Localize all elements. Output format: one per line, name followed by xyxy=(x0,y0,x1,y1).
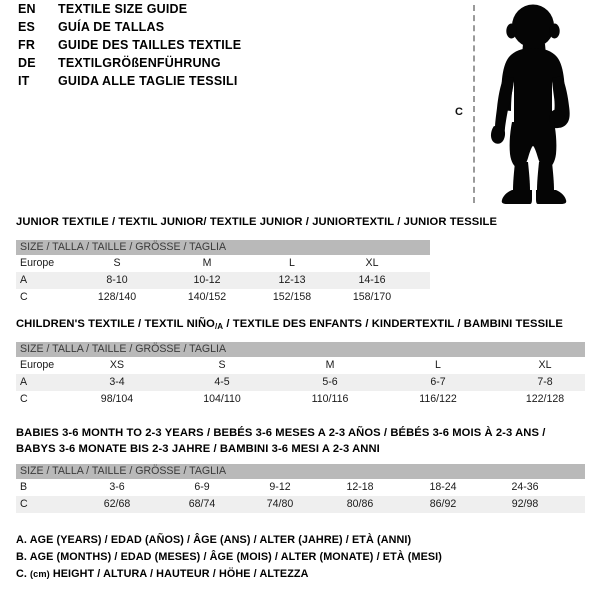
table-cell: 80/86 xyxy=(346,498,374,510)
language-title-block: EN TEXTILE SIZE GUIDE ES GUÍA DE TALLAS … xyxy=(0,0,440,90)
children-title-post: / TEXTILE DES ENFANTS / KINDERTEXTIL / B… xyxy=(223,318,563,330)
table-cell: 18-24 xyxy=(429,481,457,493)
table-row: A 3-4 4-5 5-6 6-7 7-8 xyxy=(16,374,585,391)
legend-row-c: C. (cm) HEIGHT / ALTURA / HAUTEUR / HÖHE /… xyxy=(16,566,442,583)
table-cell: 9-12 xyxy=(269,481,291,493)
junior-column-header-label: SIZE / TALLA / TAILLE / GRÖSSE / TAGLIA xyxy=(20,241,227,253)
row-label: C xyxy=(20,393,28,405)
legend-block: A. AGE (YEARS) / EDAD (AÑOS) / ÂGE (ANS)… xyxy=(16,532,442,583)
language-code-de: DE xyxy=(18,56,36,70)
children-size-table: SIZE / TALLA / TAILLE / GRÖSSE / TAGLIA … xyxy=(16,342,585,408)
table-cell: 4-5 xyxy=(214,376,230,388)
children-title-pre: CHILDREN'S TEXTILE / TEXTIL NIÑO xyxy=(16,318,215,330)
babies-column-header-label: SIZE / TALLA / TAILLE / GRÖSSE / TAGLIA xyxy=(20,465,227,477)
babies-column-header-bar: SIZE / TALLA / TAILLE / GRÖSSE / TAGLIA xyxy=(16,464,585,479)
table-cell: 5-6 xyxy=(322,376,338,388)
babies-section-title-line2: BABYS 3-6 MONATE BIS 2-3 JAHRE / BAMBINI… xyxy=(16,443,380,455)
table-cell: 122/128 xyxy=(525,393,565,405)
language-code-it: IT xyxy=(18,74,30,88)
language-title-de: TEXTILGRÖßENFÜHRUNG xyxy=(58,56,221,70)
row-label: Europe xyxy=(20,359,55,371)
table-cell: 62/68 xyxy=(103,498,131,510)
table-cell: 7-8 xyxy=(537,376,553,388)
junior-section-title: JUNIOR TEXTILE / TEXTIL JUNIOR/ TEXTILE … xyxy=(16,216,498,228)
legend-c-text: HEIGHT / ALTURA / HAUTEUR / HÖHE / ALTEZ… xyxy=(52,568,309,580)
table-cell: 12-18 xyxy=(346,481,374,493)
table-cell: 10-12 xyxy=(193,274,221,286)
table-cell: 140/152 xyxy=(187,291,227,303)
language-code-fr: FR xyxy=(18,38,36,52)
table-cell: XS xyxy=(109,359,125,371)
children-column-header-label: SIZE / TALLA / TAILLE / GRÖSSE / TAGLIA xyxy=(20,343,227,355)
table-cell: 12-13 xyxy=(278,274,306,286)
table-cell: M xyxy=(325,359,335,371)
children-section-title: CHILDREN'S TEXTILE / TEXTIL NIÑO/A / TEX… xyxy=(16,318,563,331)
children-column-header-bar: SIZE / TALLA / TAILLE / GRÖSSE / TAGLIA xyxy=(16,342,585,357)
table-row: C 128/140 140/152 152/158 158/170 xyxy=(16,289,430,306)
language-row: EN TEXTILE SIZE GUIDE xyxy=(0,0,440,18)
row-label: A xyxy=(20,376,28,388)
table-cell: L xyxy=(289,257,295,269)
height-measure-label: C xyxy=(455,106,463,118)
table-cell: S xyxy=(218,359,226,371)
table-row: C 98/104 104/110 110/116 116/122 122/128 xyxy=(16,391,585,408)
table-cell: 3-6 xyxy=(109,481,125,493)
table-cell: 74/80 xyxy=(266,498,294,510)
language-row: IT GUIDA ALLE TAGLIE TESSILI xyxy=(0,72,440,90)
table-cell: 92/98 xyxy=(511,498,539,510)
table-cell: S xyxy=(113,257,121,269)
height-illustration: C xyxy=(440,0,600,210)
row-label: C xyxy=(20,291,28,303)
table-cell: XL xyxy=(538,359,552,371)
legend-c-unit: (cm) xyxy=(30,569,50,579)
table-cell: 14-16 xyxy=(358,274,386,286)
table-cell: 68/74 xyxy=(188,498,216,510)
table-cell: XL xyxy=(365,257,379,269)
legend-row-a: A. AGE (YEARS) / EDAD (AÑOS) / ÂGE (ANS)… xyxy=(16,534,412,546)
junior-size-table: SIZE / TALLA / TAILLE / GRÖSSE / TAGLIA … xyxy=(16,240,430,306)
junior-column-header-bar: SIZE / TALLA / TAILLE / GRÖSSE / TAGLIA xyxy=(16,240,430,255)
table-cell: 6-9 xyxy=(194,481,210,493)
table-cell: 158/170 xyxy=(352,291,392,303)
legend-c-prefix: C. xyxy=(16,568,27,580)
table-cell: 6-7 xyxy=(430,376,446,388)
table-row: Europe S M L XL xyxy=(16,255,430,272)
table-row: A 8-10 10-12 12-13 14-16 xyxy=(16,272,430,289)
row-label: C xyxy=(20,498,28,510)
language-row: FR GUIDE DES TAILLES TEXTILE xyxy=(0,36,440,54)
language-row: DE TEXTILGRÖßENFÜHRUNG xyxy=(0,54,440,72)
babies-section-title-line1: BABIES 3-6 MONTH TO 2-3 YEARS / BEBÉS 3-… xyxy=(16,427,546,439)
table-row: C 62/68 68/74 74/80 80/86 86/92 92/98 xyxy=(16,496,585,513)
table-cell: 24-36 xyxy=(511,481,539,493)
table-cell: 104/110 xyxy=(203,393,241,405)
language-row: ES GUÍA DE TALLAS xyxy=(0,18,440,36)
table-cell: 86/92 xyxy=(429,498,457,510)
table-cell: 98/104 xyxy=(100,393,134,405)
table-cell: 152/158 xyxy=(272,291,312,303)
table-cell: M xyxy=(202,257,212,269)
language-title-en: TEXTILE SIZE GUIDE xyxy=(58,2,188,16)
table-cell: 3-4 xyxy=(109,376,125,388)
table-cell: 128/140 xyxy=(97,291,137,303)
table-cell: 116/122 xyxy=(419,393,457,405)
babies-size-table: SIZE / TALLA / TAILLE / GRÖSSE / TAGLIA … xyxy=(16,464,585,513)
language-title-fr: GUIDE DES TAILLES TEXTILE xyxy=(58,38,242,52)
children-title-sub: /A xyxy=(214,322,224,331)
table-row: Europe XS S M L XL xyxy=(16,357,585,374)
language-title-es: GUÍA DE TALLAS xyxy=(58,20,165,34)
table-cell: 110/116 xyxy=(311,393,349,405)
toddler-silhouette-icon xyxy=(490,4,570,204)
language-code-es: ES xyxy=(18,20,36,34)
table-cell: L xyxy=(435,359,441,371)
language-code-en: EN xyxy=(18,2,36,16)
language-title-it: GUIDA ALLE TAGLIE TESSILI xyxy=(58,74,238,88)
row-label: B xyxy=(20,481,28,493)
legend-row-b: B. AGE (MONTHS) / EDAD (MESES) / ÂGE (MO… xyxy=(16,551,442,563)
row-label: A xyxy=(20,274,28,286)
table-cell: 8-10 xyxy=(106,274,128,286)
row-label: Europe xyxy=(20,257,55,269)
table-row: B 3-6 6-9 9-12 12-18 18-24 24-36 xyxy=(16,479,585,496)
height-measure-dashed-line xyxy=(473,5,475,203)
